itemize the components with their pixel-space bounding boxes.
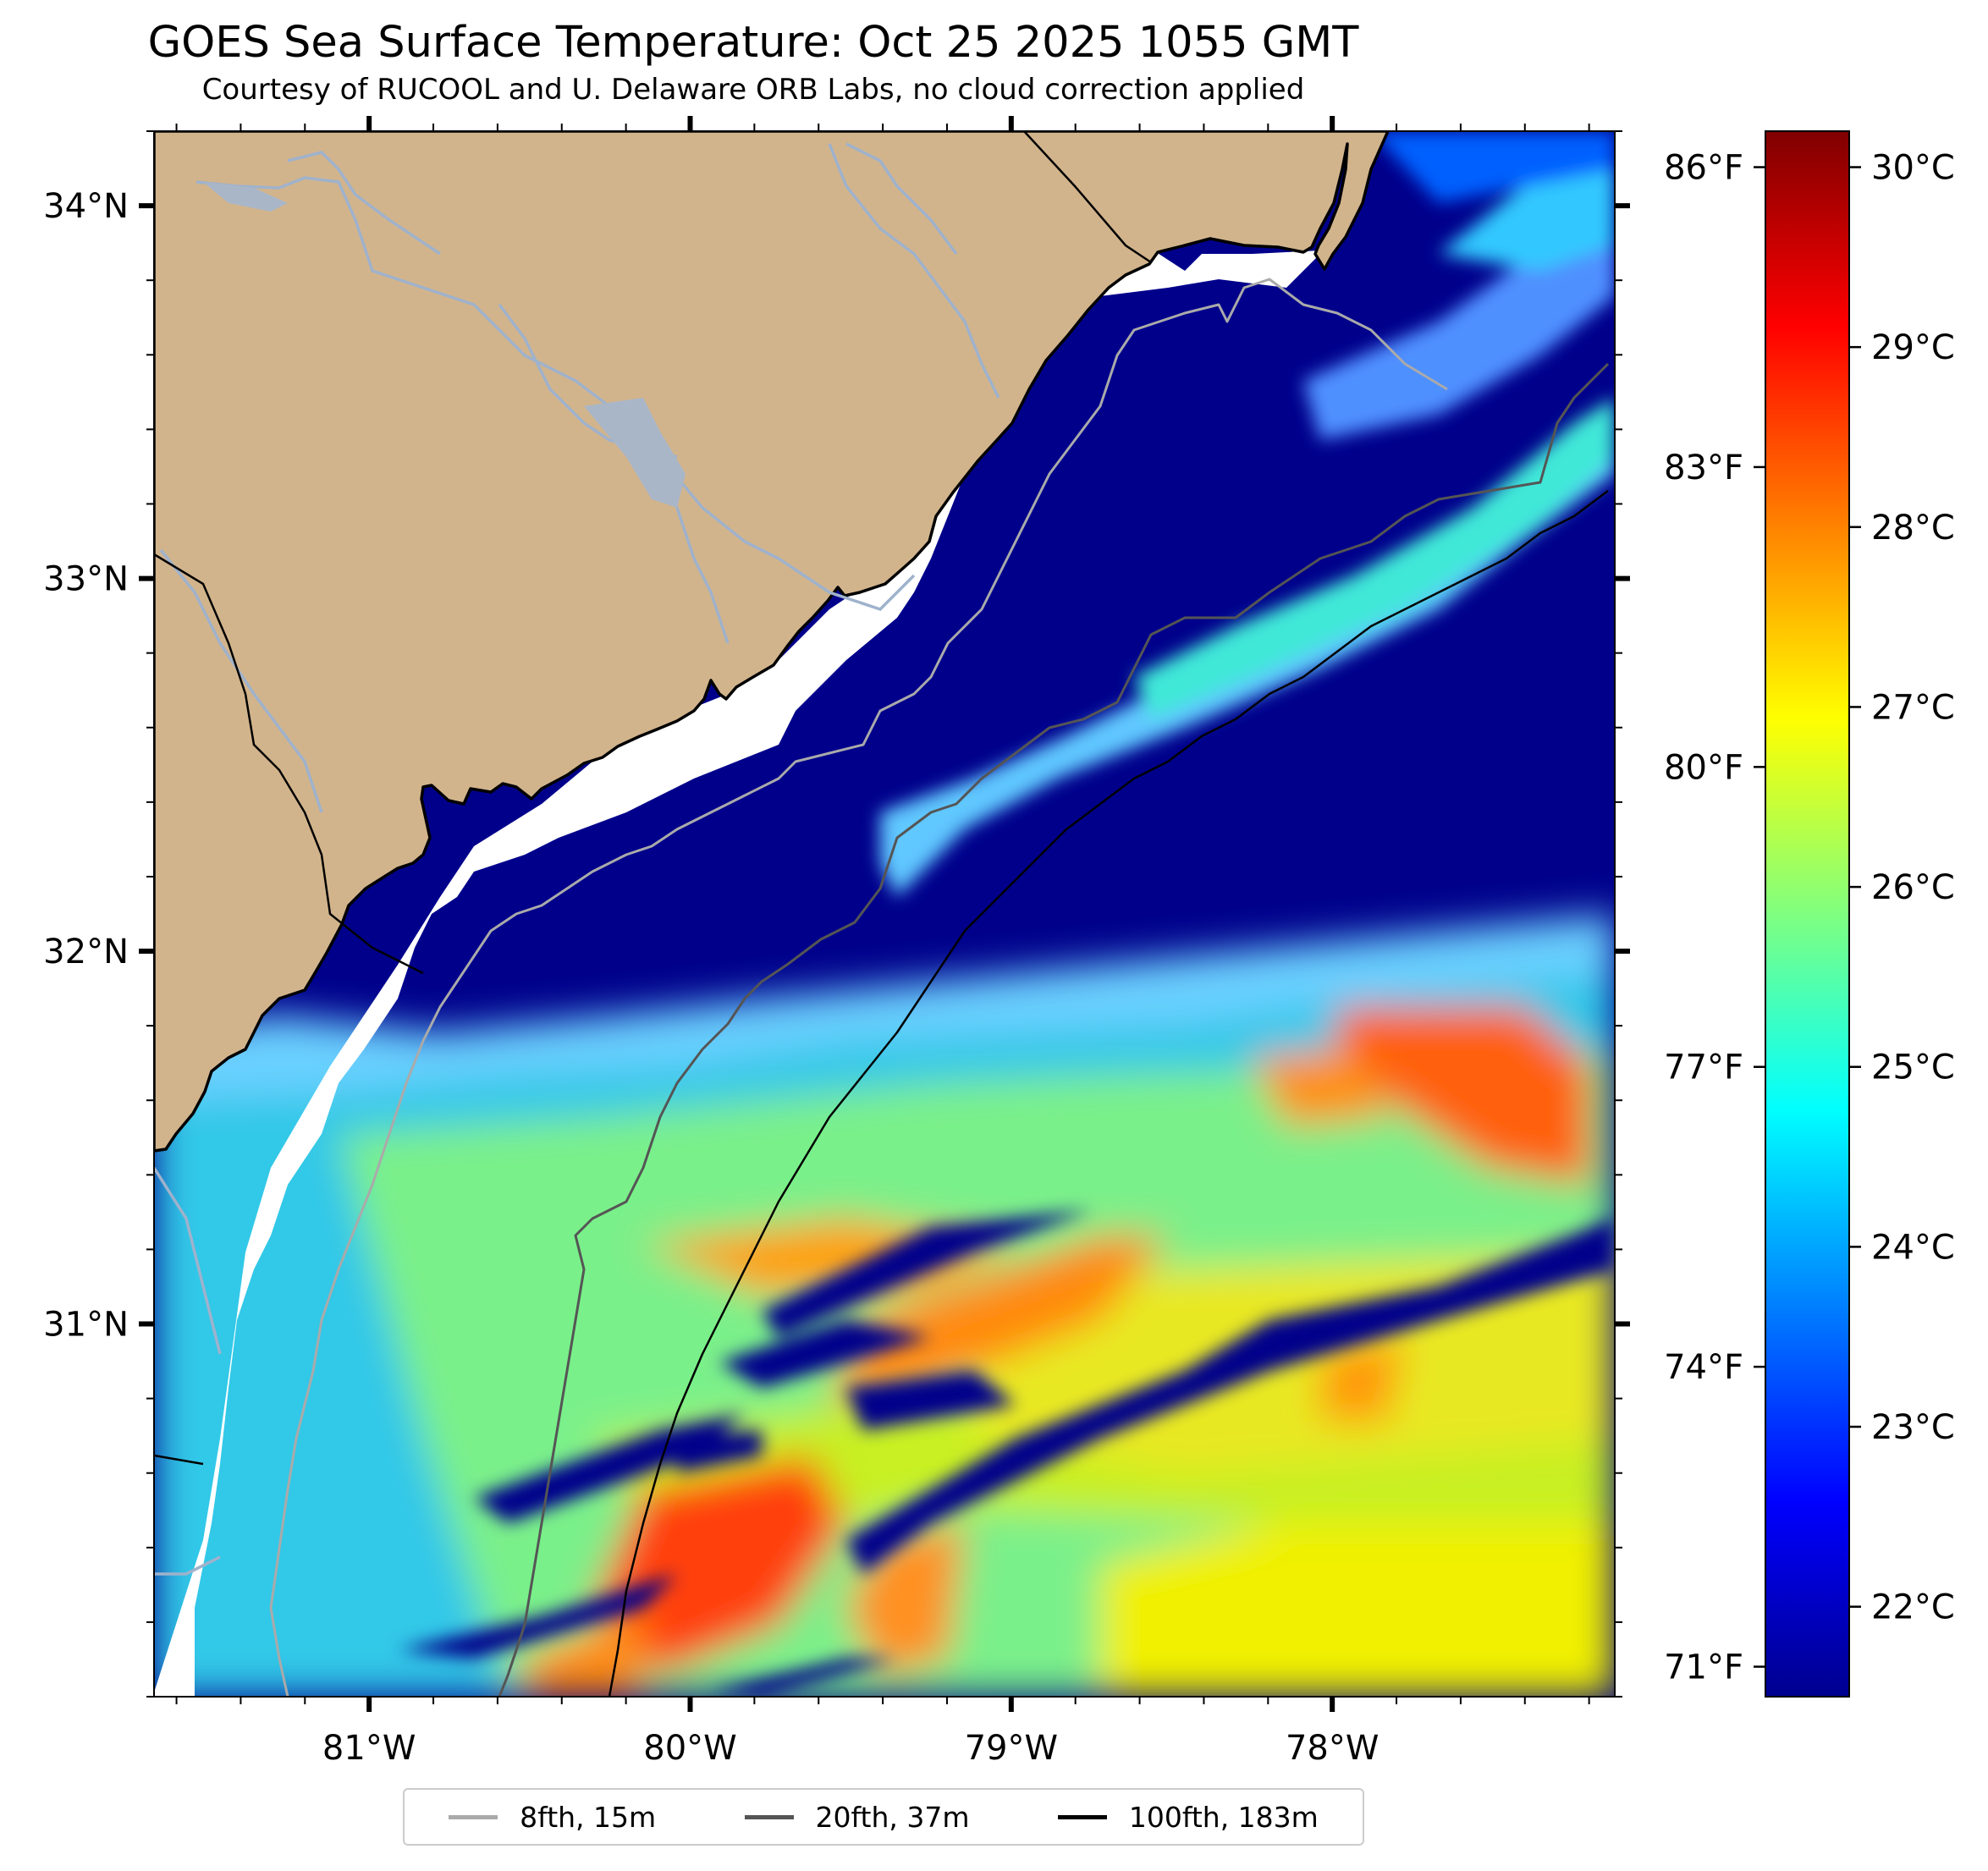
contour-100fth <box>608 490 1609 1697</box>
lat-tick-label: 31°N <box>43 1306 129 1345</box>
colorbar-ticks: 30°C 29°C 28°C 27°C 26°C 25°C 24°C 23°C 22°C 86°F… <box>1664 149 1955 1687</box>
celsius-tick-label: 22°C <box>1871 1588 1955 1627</box>
cold-streaks <box>398 1210 1615 1697</box>
legend-line-swatch <box>1057 1814 1107 1819</box>
legend-item: 100fth, 183m <box>1057 1800 1319 1834</box>
celsius-tick-label: 30°C <box>1871 149 1955 188</box>
legend-line-swatch <box>449 1814 498 1819</box>
lat-tick-label: 32°N <box>43 933 129 971</box>
fahrenheit-tick-label: 80°F <box>1664 748 1743 787</box>
gulf-stream-filaments <box>880 131 1615 897</box>
lake-marion <box>203 182 288 212</box>
fahrenheit-tick-label: 71°F <box>1664 1648 1743 1687</box>
map-subtitle: Courtesy of RUCOOL and U. Delaware ORB L… <box>201 73 1305 107</box>
fahrenheit-tick-label: 74°F <box>1664 1348 1743 1387</box>
contour-8fth <box>269 278 1448 1697</box>
rivers <box>154 142 1000 1576</box>
colorbar <box>1765 130 1850 1698</box>
contour-legend: 8fth, 15m 20fth, 37m 100fth, 183m <box>403 1788 1364 1846</box>
bathymetry-contours <box>269 278 1610 1697</box>
legend-item: 8fth, 15m <box>449 1801 656 1834</box>
lon-tick-label: 81°W <box>322 1729 416 1768</box>
axis-ticks: 81°W 80°W 79°W 78°W 34°N 33°N 32°N 31°N <box>43 116 1630 1768</box>
fahrenheit-tick-label: 83°F <box>1664 448 1743 487</box>
map-title: GOES Sea Surface Temperature: Oct 25 202… <box>147 18 1359 68</box>
celsius-tick-label: 23°C <box>1871 1408 1955 1447</box>
celsius-tick-label: 28°C <box>1871 509 1955 548</box>
celsius-tick-label: 24°C <box>1871 1228 1955 1267</box>
legend-line-swatch <box>744 1814 794 1819</box>
fahrenheit-tick-label: 77°F <box>1664 1048 1743 1087</box>
legend-label: 8fth, 15m <box>520 1800 657 1834</box>
legend-label: 100fth, 183m <box>1128 1800 1319 1834</box>
state-borders <box>154 131 1152 1466</box>
fahrenheit-tick-label: 86°F <box>1664 149 1743 188</box>
celsius-tick-label: 25°C <box>1871 1048 1955 1087</box>
celsius-tick-label: 27°C <box>1871 688 1955 727</box>
land-mass <box>154 131 1390 1153</box>
lon-tick-label: 79°W <box>965 1729 1058 1768</box>
legend-label: 20fth, 37m <box>815 1800 970 1834</box>
map-frame <box>153 130 1616 1698</box>
celsius-tick-label: 29°C <box>1871 328 1955 367</box>
contour-20fth <box>498 362 1610 1697</box>
lon-tick-label: 80°W <box>643 1729 736 1768</box>
map-area <box>154 131 1615 1697</box>
celsius-tick-label: 26°C <box>1871 868 1955 907</box>
legend-item: 20fth, 37m <box>744 1800 970 1834</box>
lake-moultrie <box>584 398 686 508</box>
lon-tick-label: 78°W <box>1286 1729 1379 1768</box>
lat-tick-label: 34°N <box>43 187 129 226</box>
lat-tick-label: 33°N <box>43 560 129 599</box>
